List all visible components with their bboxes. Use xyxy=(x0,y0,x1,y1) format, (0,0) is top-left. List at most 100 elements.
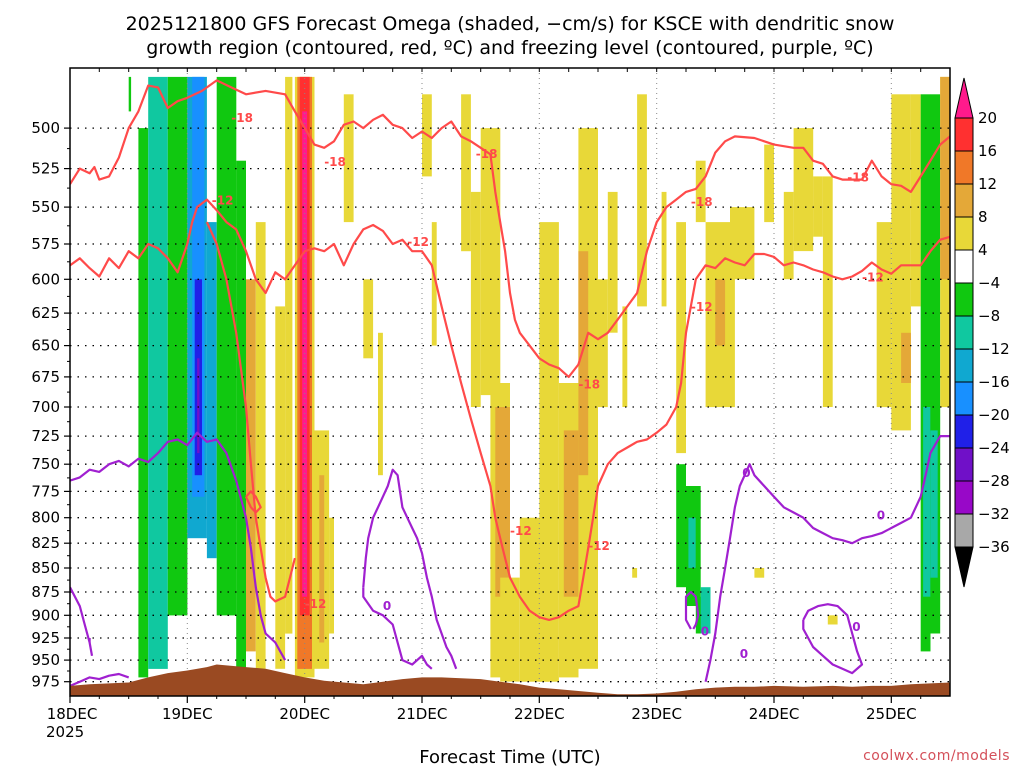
omega-cell-0 xyxy=(128,76,132,112)
omega-cell-41 xyxy=(622,306,628,407)
omega-cell-28 xyxy=(470,191,481,407)
y-tick-label-12: 800 xyxy=(31,509,60,527)
omega-cell-44 xyxy=(676,222,686,454)
colorbar-label-7: −12 xyxy=(978,340,1010,358)
y-tick-label-9: 725 xyxy=(31,427,60,445)
omega-cell-32 xyxy=(500,577,520,682)
contour-label-17: 0 xyxy=(877,509,885,523)
terrain-fill xyxy=(70,664,950,696)
colorbar-label-6: −8 xyxy=(978,307,1000,325)
contour-label-12: -12 xyxy=(305,597,327,611)
credit-text: coolwx.com/models xyxy=(863,748,1010,764)
omega-cell-22 xyxy=(343,94,354,223)
x-axis: 18DEC 19DEC 20DEC 21DEC 22DEC 23DEC 24DEC 25DEC xyxy=(47,68,951,723)
omega-cell-62 xyxy=(910,94,921,307)
colorbar-swatch-3 xyxy=(954,183,974,218)
contour--18 xyxy=(70,79,950,378)
contour-label-7: -12 xyxy=(691,300,713,314)
omega-cell-49 xyxy=(700,587,711,634)
contour-label-6: -18 xyxy=(691,195,713,209)
omega-cell-43 xyxy=(661,191,667,307)
omega-cell-18 xyxy=(302,111,308,597)
colorbar-bottom-arrow xyxy=(954,546,974,588)
omega-cell-42 xyxy=(637,94,647,307)
omega-cell-2 xyxy=(148,76,168,669)
contour-0e xyxy=(362,468,458,670)
colorbar-swatch-13 xyxy=(954,513,974,548)
omega-cell-31 xyxy=(495,407,510,597)
omega-cell-13 xyxy=(275,306,286,669)
y-tick-label-19: 975 xyxy=(31,673,60,691)
omega-cell-52 xyxy=(715,279,726,346)
omega-cell-69 xyxy=(632,568,638,578)
y-tick-label-5: 625 xyxy=(31,304,60,322)
omega-cell-71 xyxy=(754,568,765,578)
omega-cell-68 xyxy=(940,76,950,280)
colorbar-label-4: 4 xyxy=(978,241,988,259)
contour-label-4: -12 xyxy=(407,235,429,249)
colorbar-swatch-12 xyxy=(954,480,974,515)
omega-cell-10 xyxy=(236,160,246,669)
colorbar: 20 16 12 8 4 −4 −8 −12 −16 −20 −24 −28 −32 −36 xyxy=(954,77,1010,588)
contour-label-9: -12 xyxy=(862,270,884,284)
omega-cell-36 xyxy=(563,430,579,597)
x-year-label: 2025 xyxy=(46,723,84,741)
colorbar-swatch-11 xyxy=(954,447,974,482)
contour-label-0: -18 xyxy=(231,111,253,125)
omega-cell-50 xyxy=(695,160,706,223)
contour-0h xyxy=(704,435,950,682)
omega-cell-26 xyxy=(431,222,437,346)
y-tick-label-14: 850 xyxy=(31,559,60,577)
omega-cell-45 xyxy=(676,464,686,588)
y-tick-label-7: 675 xyxy=(31,368,60,386)
x-tick-label-2: 20DEC xyxy=(279,705,330,723)
contour--12 xyxy=(70,198,950,621)
omega-cell-7 xyxy=(197,358,200,454)
omega-cell-58 xyxy=(822,176,833,407)
x-tick-label-3: 21DEC xyxy=(397,705,448,723)
y-tick-label-16: 900 xyxy=(31,606,60,624)
omega-cell-56 xyxy=(793,128,814,252)
omega-cell-66 xyxy=(930,430,938,578)
contour-label-2: -18 xyxy=(476,147,498,161)
y-tick-label-3: 575 xyxy=(31,235,60,253)
contour-labels: -18 -18 -18 -12 -12 -18 -18 -12 -18 -12 -12 -12 -12 0… xyxy=(212,111,885,661)
y-tick-label-1: 525 xyxy=(31,160,60,178)
colorbar-label-2: 12 xyxy=(978,175,997,193)
colorbar-label-9: −20 xyxy=(978,406,1010,424)
colorbar-label-10: −24 xyxy=(978,439,1010,457)
y-tick-label-8: 700 xyxy=(31,398,60,416)
omega-cell-38 xyxy=(578,251,589,476)
omega-cell-1 xyxy=(138,128,149,678)
y-tick-label-17: 925 xyxy=(31,629,60,647)
omega-cell-47 xyxy=(688,517,696,568)
x-axis-title: Forecast Time (UTC) xyxy=(419,747,600,768)
omega-cell-21 xyxy=(329,517,334,634)
omega-cell-65 xyxy=(930,94,941,634)
contour-label-10: -12 xyxy=(510,524,532,538)
x-tick-label-4: 22DEC xyxy=(514,705,565,723)
contour-label-16: 0 xyxy=(740,647,748,661)
contour-0b xyxy=(70,672,130,687)
contour-label-1: -18 xyxy=(324,155,346,169)
contour-label-11: -12 xyxy=(588,539,610,553)
omega-cell-39 xyxy=(598,279,608,408)
chart-title-line-1: 2025121800 GFS Forecast Omega (shaded, −… xyxy=(126,13,895,35)
colorbar-label-1: 16 xyxy=(978,142,997,160)
y-tick-label-0: 500 xyxy=(31,119,60,137)
contour-label-15: 0 xyxy=(742,466,750,480)
omega-cell-9 xyxy=(216,76,237,616)
contour-label-8: -18 xyxy=(847,171,869,185)
colorbar-swatch-4 xyxy=(954,216,974,251)
colorbar-swatch-10 xyxy=(954,414,974,449)
y-tick-label-11: 775 xyxy=(31,482,60,500)
omega-cell-70 xyxy=(827,615,838,625)
colorbar-label-13: −36 xyxy=(978,538,1010,556)
omega-cell-8 xyxy=(206,222,217,559)
omega-cell-63 xyxy=(920,94,931,652)
omega-cell-23 xyxy=(363,279,374,359)
colorbar-label-11: −28 xyxy=(978,472,1010,490)
omega-cell-27 xyxy=(461,94,471,252)
omega-cell-54 xyxy=(764,144,774,223)
